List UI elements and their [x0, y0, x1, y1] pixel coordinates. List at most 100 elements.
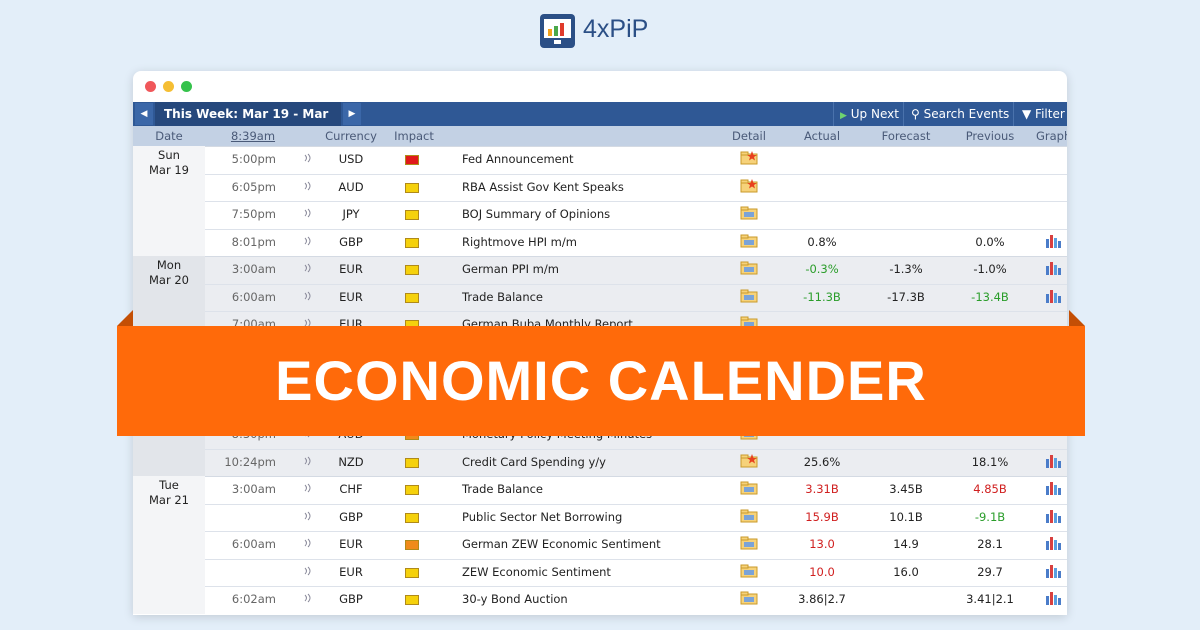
speaker-icon[interactable] [303, 284, 313, 311]
detail-icon[interactable] [740, 481, 758, 498]
detail-icon[interactable] [740, 509, 758, 526]
currency: AUD [338, 179, 364, 194]
speaker-icon[interactable] [303, 174, 313, 201]
event-name[interactable]: Public Sector Net Borrowing [462, 509, 623, 524]
detail-icon[interactable] [740, 178, 758, 196]
minimize-dot[interactable] [163, 81, 174, 92]
graph-icon[interactable] [1045, 481, 1061, 498]
speaker-icon[interactable] [303, 229, 313, 256]
event-name[interactable]: 30-y Bond Auction [462, 592, 568, 606]
impact-icon [405, 457, 419, 468]
header-time[interactable]: 8:39am [230, 129, 276, 143]
week-label[interactable]: This Week: Mar 19 - Mar 25 [155, 102, 341, 145]
graph-icon[interactable] [1045, 289, 1061, 306]
impact-icon [405, 155, 419, 165]
actual-value: 13.0 [809, 537, 835, 551]
event-name[interactable]: Trade Balance [462, 482, 544, 496]
speaker-icon[interactable] [303, 146, 313, 173]
speaker-icon[interactable] [303, 449, 313, 476]
event-name[interactable]: BOJ Summary of Opinions [462, 207, 611, 221]
graph-icon[interactable] [1045, 261, 1061, 278]
header-previous: Previous [965, 129, 1015, 143]
previous-value: -13.4B [971, 289, 1009, 304]
event-name[interactable]: Fed Announcement [462, 152, 574, 166]
detail-icon[interactable] [740, 564, 758, 581]
event-name[interactable]: RBA Assist Gov Kent Speaks [462, 179, 624, 194]
date-label: Mar 21 [149, 493, 189, 507]
logo-graphic [544, 19, 571, 44]
row-divider [205, 283, 1067, 285]
forecast-value: -1.3% [889, 262, 923, 276]
event-time: 6:00am [231, 537, 276, 551]
event-time: 8:01pm [231, 234, 276, 249]
graph-icon[interactable] [1045, 234, 1061, 251]
maximize-dot[interactable] [181, 81, 192, 92]
actual-value: -0.3% [805, 262, 839, 276]
speaker-icon[interactable] [303, 256, 313, 283]
event-name[interactable]: German ZEW Economic Sentiment [462, 537, 661, 551]
day-label: Mon [156, 258, 182, 272]
row-divider [205, 228, 1067, 230]
currency: EUR [339, 262, 363, 276]
detail-icon[interactable] [740, 206, 758, 223]
impact-icon [405, 210, 419, 220]
header-actual: Actual [803, 129, 841, 143]
detail-icon[interactable] [740, 151, 758, 168]
currency: EUR [339, 564, 363, 579]
event-name[interactable]: Rightmove HPI m/m [462, 234, 577, 249]
impact-icon [405, 540, 419, 550]
previous-value: 0.0% [975, 234, 1005, 249]
graph-icon[interactable] [1045, 509, 1061, 526]
currency: NZD [338, 454, 364, 469]
currency: GBP [339, 592, 363, 606]
detail-icon[interactable] [740, 289, 758, 306]
impact-icon [405, 237, 419, 248]
event-time: 6:00am [231, 289, 276, 304]
next-week-button[interactable]: ▶ [343, 103, 361, 125]
event-time: 3:00am [231, 262, 276, 276]
impact-icon [405, 265, 419, 275]
column-header: Date 8:39am Currency Impact Detail Actua… [133, 126, 1067, 146]
day-label: Tue [159, 478, 179, 492]
speaker-icon[interactable] [303, 559, 313, 586]
graph-icon[interactable] [1045, 591, 1061, 608]
detail-icon[interactable] [740, 261, 758, 278]
up-next-button[interactable]: ▶ Up Next [833, 102, 908, 126]
speaker-icon[interactable] [303, 476, 313, 503]
graph-icon[interactable] [1045, 564, 1061, 581]
speaker-icon[interactable] [303, 586, 313, 613]
graph-icon[interactable] [1045, 454, 1061, 471]
detail-icon[interactable] [740, 234, 758, 251]
detail-icon[interactable] [740, 536, 758, 553]
filter-label: Filter [1035, 107, 1065, 121]
event-name[interactable]: German PPI m/m [462, 262, 559, 276]
logo-icon [540, 14, 575, 48]
speaker-icon[interactable] [303, 201, 313, 228]
graph-icon[interactable] [1045, 536, 1061, 553]
event-name[interactable]: Credit Card Spending y/y [462, 454, 606, 469]
date-label: Mar 20 [149, 273, 189, 287]
banner-folds [117, 310, 1085, 326]
forecast-value: 10.1B [889, 509, 923, 524]
filter-button[interactable]: ▼ Filter [1013, 102, 1067, 126]
header-forecast: Forecast [881, 129, 931, 143]
event-time: 6:05pm [231, 179, 276, 194]
actual-value: 15.9B [805, 509, 839, 524]
event-name[interactable]: Trade Balance [462, 289, 544, 304]
currency: EUR [339, 537, 363, 551]
search-button[interactable]: ⚲ Search Events [903, 102, 1019, 126]
date-cell [133, 476, 205, 614]
detail-icon[interactable] [740, 453, 758, 471]
day-label: Sun [158, 148, 180, 162]
detail-icon[interactable] [740, 591, 758, 608]
speaker-icon[interactable] [303, 531, 313, 558]
row-divider [205, 503, 1067, 505]
actual-value: 3.86|2.7 [798, 592, 846, 606]
close-dot[interactable] [145, 81, 156, 92]
prev-week-button[interactable]: ◀ [135, 103, 153, 125]
event-name[interactable]: ZEW Economic Sentiment [462, 564, 611, 579]
event-time: 6:02am [231, 592, 276, 606]
currency: GBP [339, 234, 363, 249]
speaker-icon[interactable] [303, 504, 313, 531]
forecast-value: 3.45B [889, 482, 923, 496]
